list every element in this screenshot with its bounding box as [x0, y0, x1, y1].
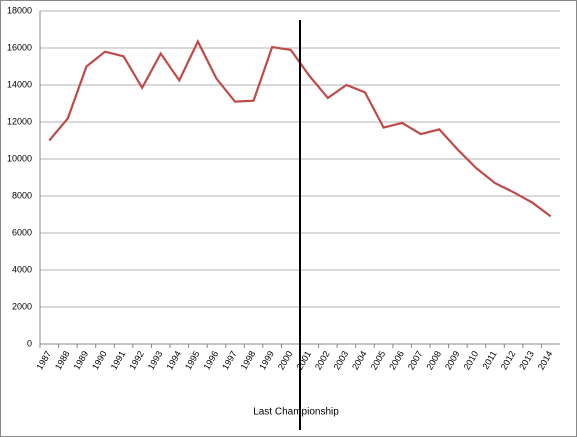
annotation: Last Championship	[253, 407, 339, 418]
y-tick-label: 4000	[12, 264, 32, 274]
y-tick-label: 2000	[12, 301, 32, 311]
y-tick-label: 8000	[12, 190, 32, 200]
y-tick-label: 0	[27, 338, 32, 348]
y-tick-label: 14000	[7, 79, 32, 89]
y-tick-label: 12000	[7, 116, 32, 126]
y-tick-label: 18000	[7, 5, 32, 15]
y-tick-label: 16000	[7, 42, 32, 52]
y-tick-label: 10000	[7, 153, 32, 163]
y-tick-label: 6000	[12, 227, 32, 237]
